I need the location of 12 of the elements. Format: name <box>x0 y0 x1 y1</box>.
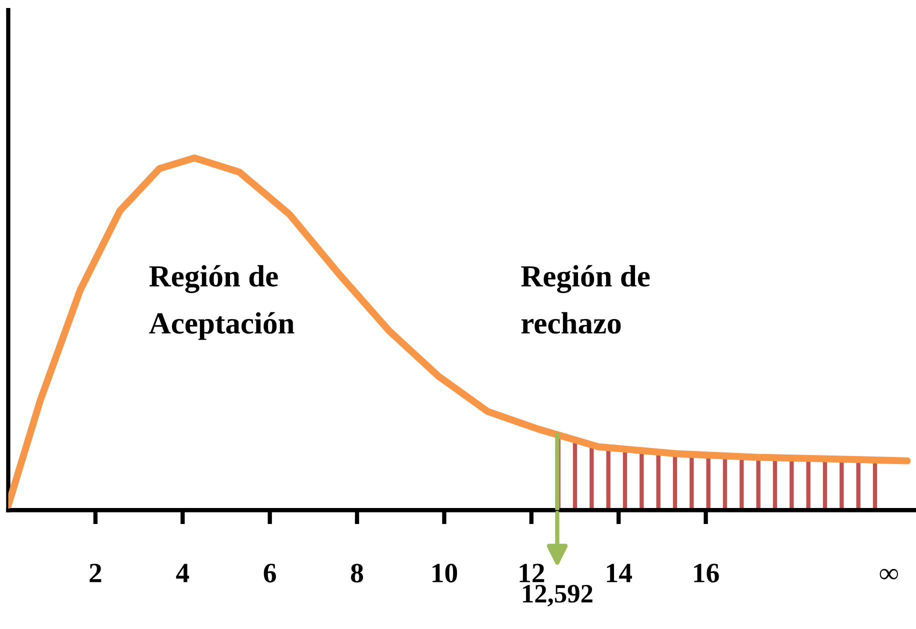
x-tick-label: 8 <box>351 564 364 582</box>
annotation: Región de rechazo <box>521 265 650 334</box>
x-tick-label: 12 <box>520 564 544 582</box>
x-tick-label: 2 <box>90 564 102 582</box>
x-tick-label: 16 <box>694 564 719 582</box>
x-tick-label: 14 <box>606 564 632 582</box>
ref-line-label: 12,592 <box>523 584 592 606</box>
annotation: Región de Aceptación <box>149 265 294 340</box>
x-tick-label: ∞ <box>880 568 898 580</box>
x-tick-label: 6 <box>264 564 276 582</box>
x-tick-label: 4 <box>176 564 190 582</box>
x-tick-label: 10 <box>432 564 458 582</box>
